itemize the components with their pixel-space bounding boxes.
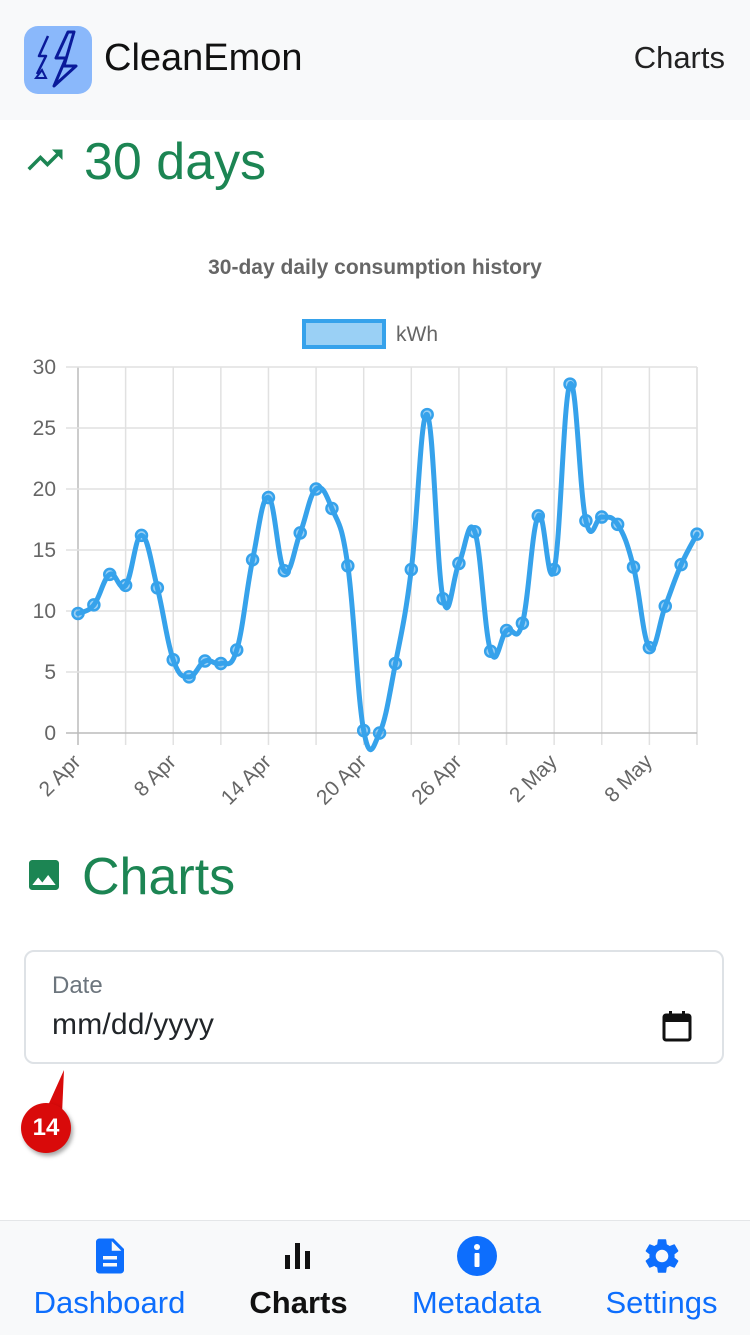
data-point bbox=[356, 723, 371, 738]
date-input-label: Date bbox=[52, 972, 103, 999]
data-point bbox=[309, 482, 323, 496]
date-input[interactable]: Date mm/dd/yyyy bbox=[24, 950, 724, 1064]
data-point bbox=[166, 653, 180, 667]
charts-section-header: Charts bbox=[24, 845, 235, 909]
top-navbar: CleanEmon Charts bbox=[0, 0, 750, 120]
app-name[interactable]: CleanEmon bbox=[104, 37, 303, 79]
nav-label-metadata: Metadata bbox=[411, 1285, 542, 1320]
x-tick-label: 8 Apr bbox=[130, 750, 181, 801]
lightning-icon[interactable] bbox=[24, 26, 92, 94]
y-tick-label: 15 bbox=[33, 539, 56, 562]
legend-swatch bbox=[302, 319, 386, 349]
y-tick-label: 20 bbox=[33, 478, 56, 501]
data-point bbox=[71, 606, 85, 621]
data-point bbox=[277, 563, 292, 578]
y-tick-label: 25 bbox=[33, 417, 56, 440]
data-point bbox=[182, 670, 196, 684]
data-point bbox=[436, 592, 450, 606]
nav-label-settings: Settings bbox=[605, 1285, 718, 1320]
calendar-icon[interactable] bbox=[662, 1010, 692, 1047]
consumption-line-chart: 30-day daily consumption history kWh 0 5 1… bbox=[33, 256, 704, 809]
image-icon bbox=[24, 855, 64, 900]
x-tick-label: 14 Apr bbox=[217, 750, 276, 809]
y-tick-label: 10 bbox=[33, 600, 56, 623]
data-point bbox=[341, 559, 355, 573]
chart-legend: kWh bbox=[302, 319, 438, 349]
x-tick-label: 26 Apr bbox=[407, 750, 466, 809]
annotation-badge: 14 bbox=[21, 1103, 71, 1153]
data-point bbox=[468, 524, 482, 539]
gear-icon bbox=[641, 1235, 683, 1282]
data-point bbox=[420, 407, 434, 422]
data-point bbox=[293, 526, 307, 540]
data-point bbox=[404, 562, 419, 577]
data-point bbox=[372, 726, 387, 740]
data-point bbox=[658, 599, 673, 613]
bottom-nav: Dashboard Charts Metadata Settings bbox=[0, 1220, 750, 1335]
data-point bbox=[325, 501, 339, 516]
nav-item-metadata[interactable]: Metadata bbox=[383, 1221, 570, 1335]
x-tick-label: 2 May bbox=[505, 750, 562, 807]
current-page-label: Charts bbox=[633, 40, 725, 75]
x-tick-label: 20 Apr bbox=[312, 750, 371, 809]
nav-label-charts: Charts bbox=[249, 1285, 348, 1320]
data-point bbox=[261, 490, 276, 505]
charts-section-title: Charts bbox=[82, 848, 236, 906]
data-point bbox=[547, 562, 561, 577]
data-point bbox=[388, 656, 403, 671]
history-section-header: 30 days bbox=[24, 130, 266, 194]
data-point bbox=[229, 643, 244, 657]
history-section-title: 30 days bbox=[84, 133, 267, 191]
data-point bbox=[499, 623, 514, 638]
data-point bbox=[134, 528, 149, 543]
data-point bbox=[690, 527, 704, 541]
nav-label-dashboard: Dashboard bbox=[33, 1285, 186, 1320]
data-point bbox=[626, 560, 641, 574]
y-tick-label: 5 bbox=[44, 661, 56, 684]
info-icon bbox=[456, 1235, 498, 1282]
data-point bbox=[610, 517, 625, 532]
nav-item-dashboard[interactable]: Dashboard bbox=[16, 1221, 203, 1335]
legend-label: kWh bbox=[396, 323, 438, 346]
x-tick-label: 2 Apr bbox=[35, 750, 86, 801]
data-point bbox=[150, 581, 165, 595]
data-point bbox=[102, 567, 117, 582]
nav-item-charts[interactable]: Charts bbox=[205, 1221, 392, 1335]
chart-title: 30-day daily consumption history bbox=[208, 256, 542, 279]
nav-item-settings[interactable]: Settings bbox=[568, 1221, 750, 1335]
data-point bbox=[531, 509, 546, 523]
data-point bbox=[87, 598, 101, 612]
data-point bbox=[563, 377, 577, 391]
data-point bbox=[595, 510, 609, 524]
data-point bbox=[483, 644, 498, 659]
date-input-placeholder[interactable]: mm/dd/yyyy bbox=[52, 1008, 215, 1041]
trending-up-icon bbox=[24, 139, 66, 186]
data-point bbox=[579, 513, 593, 528]
data-point bbox=[515, 616, 530, 630]
data-point bbox=[452, 556, 466, 571]
data-point bbox=[118, 578, 133, 593]
data-point bbox=[214, 656, 228, 671]
data-point bbox=[198, 654, 212, 668]
document-icon bbox=[89, 1235, 131, 1282]
series-line-kwh bbox=[75, 381, 700, 753]
bar-chart-icon bbox=[278, 1235, 320, 1282]
data-point bbox=[245, 553, 260, 567]
data-point bbox=[642, 640, 657, 655]
y-tick-label: 0 bbox=[44, 722, 56, 745]
y-tick-label: 30 bbox=[33, 356, 56, 379]
x-tick-label: 8 May bbox=[600, 750, 657, 807]
data-point bbox=[674, 557, 688, 572]
